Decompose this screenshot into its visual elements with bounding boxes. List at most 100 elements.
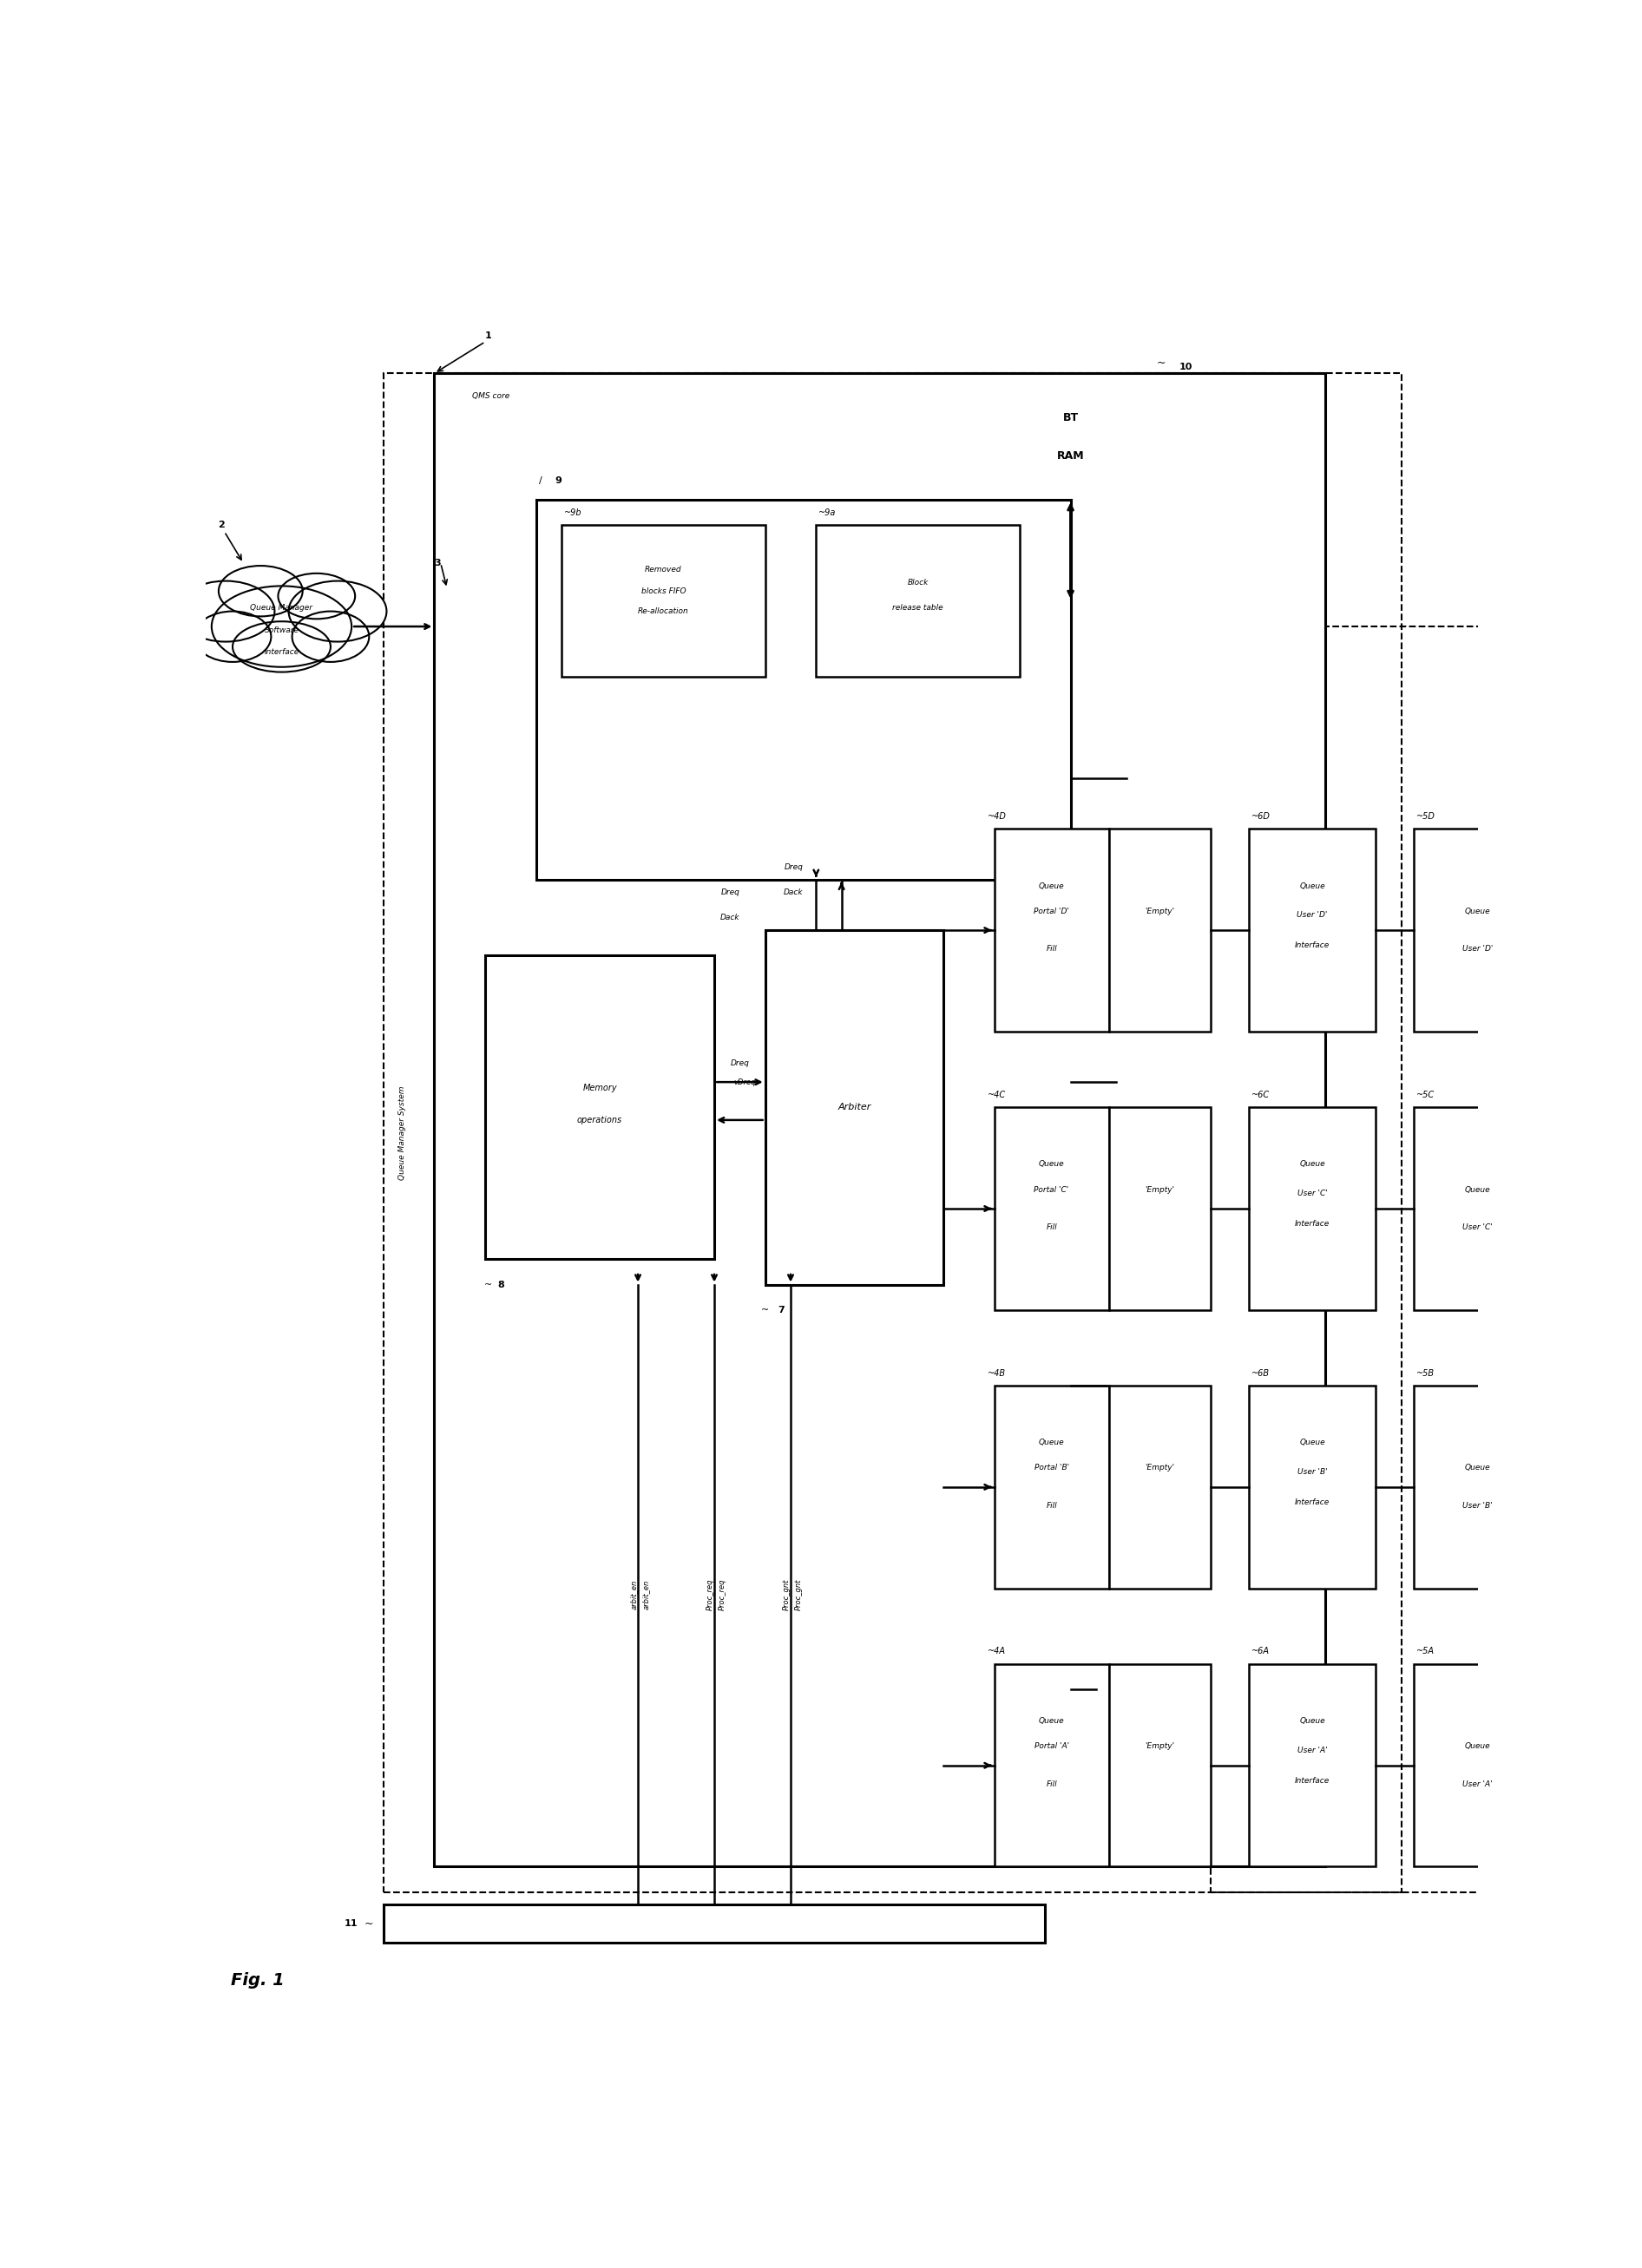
Bar (1248, 1665, 1376, 1867)
Text: Portal 'A': Portal 'A' (1034, 1742, 1069, 1751)
Text: ~4D: ~4D (988, 812, 1007, 821)
Text: 3: 3 (433, 558, 442, 567)
Bar (535, 499, 1071, 880)
Text: Dack: Dack (783, 889, 803, 896)
Bar (1210, 626, 1566, 1892)
Text: 9: 9 (555, 476, 562, 485)
Ellipse shape (277, 574, 355, 619)
Text: arbit_en: arbit_en (642, 1581, 650, 1610)
Text: User 'A': User 'A' (1463, 1780, 1493, 1787)
Bar (1414, 830, 1542, 1032)
Text: 8: 8 (498, 1279, 504, 1288)
Text: 11: 11 (345, 1919, 358, 1928)
Text: Dack: Dack (721, 914, 739, 921)
Text: Portal 'B': Portal 'B' (1034, 1465, 1069, 1472)
Text: Portal 'D': Portal 'D' (1034, 907, 1069, 914)
Text: blocks FIFO: blocks FIFO (640, 587, 686, 594)
Text: ~9b: ~9b (565, 508, 581, 517)
Text: Re-allocation: Re-allocation (637, 608, 690, 615)
Bar (1248, 830, 1376, 1032)
Text: ~5B: ~5B (1417, 1370, 1435, 1377)
Text: Arbiter: Arbiter (837, 1102, 870, 1111)
Text: Fill: Fill (1046, 946, 1057, 953)
Text: ~: ~ (484, 1279, 491, 1288)
Text: ~: ~ (1158, 358, 1166, 370)
Bar (562, 526, 765, 678)
Text: ~6C: ~6C (1251, 1091, 1269, 1100)
Text: Fig. 1: Fig. 1 (230, 1973, 284, 1989)
Text: Interface: Interface (1296, 1499, 1330, 1506)
Bar (486, 955, 714, 1259)
Text: ~4A: ~4A (988, 1647, 1007, 1656)
Bar (995, 1386, 1108, 1588)
Text: ~4C: ~4C (988, 1091, 1007, 1100)
Text: Fill: Fill (1046, 1225, 1057, 1232)
Ellipse shape (218, 565, 302, 617)
Text: arbit_en: arbit_en (631, 1581, 639, 1610)
Text: 'Empty': 'Empty' (1144, 1465, 1174, 1472)
Text: ~5C: ~5C (1417, 1091, 1435, 1100)
Bar (995, 1107, 1108, 1311)
Bar (816, 526, 1020, 678)
Text: User 'A': User 'A' (1297, 1746, 1327, 1753)
Text: Queue: Queue (1039, 1438, 1064, 1447)
Text: ~6D: ~6D (1251, 812, 1271, 821)
Text: Removed: Removed (645, 565, 681, 574)
Bar (995, 1665, 1108, 1867)
Text: Queue: Queue (1039, 1717, 1064, 1726)
Bar (995, 830, 1108, 1032)
Text: 1: 1 (486, 331, 493, 340)
Text: Fill: Fill (1046, 1501, 1057, 1510)
Text: User 'C': User 'C' (1463, 1225, 1493, 1232)
Ellipse shape (233, 621, 330, 671)
Text: Proc_gnt: Proc_gnt (795, 1579, 803, 1610)
Ellipse shape (212, 585, 351, 667)
Text: 'Empty': 'Empty' (1144, 1742, 1174, 1751)
Bar (1414, 1386, 1542, 1588)
Bar (383, 374, 1401, 1892)
Text: Queue: Queue (1299, 1438, 1325, 1447)
Bar (433, 374, 1325, 1867)
Bar (1108, 1107, 1210, 1311)
Text: ~: ~ (365, 1919, 373, 1930)
Text: Interface: Interface (264, 649, 299, 655)
Text: RAM: RAM (1057, 449, 1084, 460)
Text: QMS core: QMS core (473, 392, 511, 399)
Bar (1414, 1107, 1542, 1311)
Bar (1248, 1386, 1376, 1588)
Text: 'Empty': 'Empty' (1144, 907, 1174, 914)
Text: 'Empty': 'Empty' (1144, 1186, 1174, 1193)
Text: Interface: Interface (1296, 1776, 1330, 1785)
Text: ~6B: ~6B (1251, 1370, 1269, 1377)
Text: 7: 7 (778, 1306, 785, 1313)
Text: Portal 'C': Portal 'C' (1034, 1186, 1069, 1193)
Ellipse shape (289, 581, 386, 642)
Text: Queue: Queue (1299, 882, 1325, 889)
Text: release table: release table (893, 603, 943, 612)
Ellipse shape (194, 612, 271, 662)
Bar (1248, 1107, 1376, 1311)
Bar (1108, 1386, 1210, 1588)
Text: ~6A: ~6A (1251, 1647, 1269, 1656)
Text: vDreq: vDreq (734, 1077, 755, 1086)
Text: BT: BT (1062, 413, 1079, 424)
Text: Queue: Queue (1465, 1465, 1491, 1472)
Text: ~5D: ~5D (1417, 812, 1435, 821)
Text: ~: ~ (762, 1306, 768, 1313)
Text: Queue Manager: Queue Manager (250, 603, 314, 612)
Ellipse shape (177, 581, 274, 642)
Text: Queue: Queue (1039, 882, 1064, 889)
Text: ~9a: ~9a (819, 508, 836, 517)
Bar (969, 374, 1172, 499)
Text: 2: 2 (218, 522, 225, 531)
Text: Dreq: Dreq (785, 864, 803, 871)
Text: Queue Manager System: Queue Manager System (399, 1086, 407, 1179)
Bar (1108, 830, 1210, 1032)
Text: Queue: Queue (1299, 1717, 1325, 1726)
Text: User 'B': User 'B' (1463, 1501, 1493, 1510)
Text: operations: operations (576, 1116, 622, 1125)
Text: Proc_gnt: Proc_gnt (783, 1579, 791, 1610)
Text: User 'C': User 'C' (1297, 1188, 1327, 1198)
Bar (765, 930, 943, 1284)
Text: User 'D': User 'D' (1297, 912, 1328, 919)
